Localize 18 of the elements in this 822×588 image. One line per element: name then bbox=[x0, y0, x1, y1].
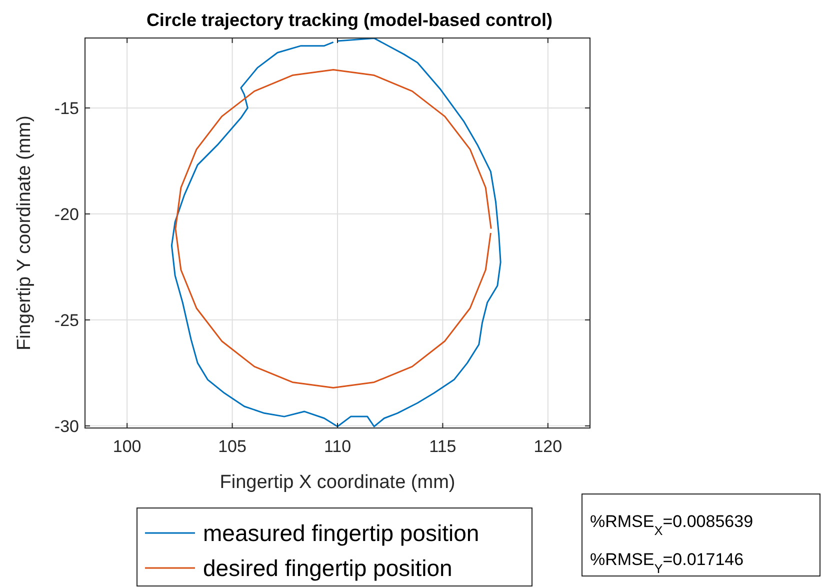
line-series bbox=[170, 37, 502, 428]
x-tick-label: 120 bbox=[534, 437, 562, 456]
text: %RMSE$_{Y}$=0.017146 bbox=[590, 550, 744, 576]
y-tick-label: -30 bbox=[54, 416, 79, 436]
legend-label: desired fingertip position bbox=[203, 555, 452, 582]
x-axis-title: Fingertip X coordinate (mm) bbox=[220, 472, 456, 493]
x-tick-label: 115 bbox=[429, 437, 456, 456]
y-tick-label: -20 bbox=[54, 204, 79, 224]
x-tick-label: 105 bbox=[218, 437, 246, 456]
legend-label: measured fingertip position bbox=[203, 520, 480, 546]
chart-title: Circle trajectory tracking (model-based control) bbox=[146, 10, 553, 30]
y-tick-label: -15 bbox=[54, 98, 79, 118]
line-series bbox=[174, 69, 492, 388]
x-tick-label: 110 bbox=[324, 437, 352, 456]
x-tick-label: 100 bbox=[112, 437, 142, 456]
y-tick-label: -25 bbox=[54, 310, 79, 330]
y-axis-title: Fingertip Y coordinate (mm) bbox=[14, 116, 35, 350]
text: %RMSE$_{X}$=0.0085639 bbox=[590, 512, 754, 538]
